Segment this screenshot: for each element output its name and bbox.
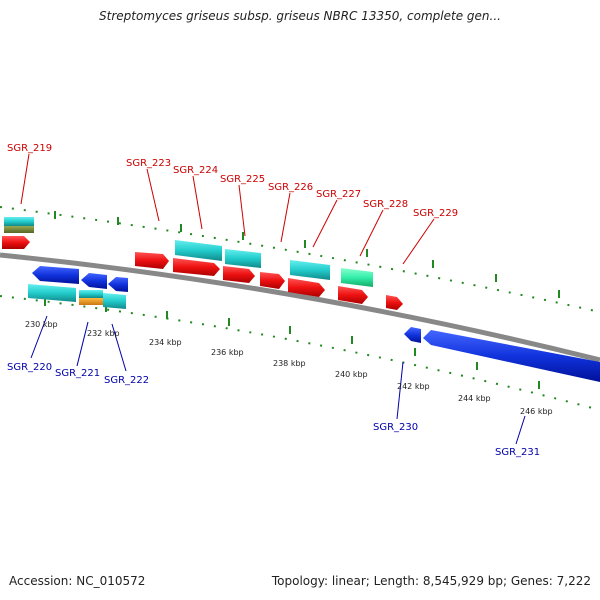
feature-cyan-224[interactable]	[175, 240, 222, 261]
label-sgr-226: SGR_226	[268, 182, 313, 193]
scale-label-238: 238 kbp	[273, 359, 306, 368]
scale-label-240: 240 kbp	[335, 370, 368, 379]
label-sgr-220: SGR_220	[7, 362, 52, 373]
gene-sgr-220[interactable]	[32, 266, 79, 284]
label-sgr-219: SGR_219	[7, 143, 52, 154]
label-sgr-223: SGR_223	[126, 158, 171, 169]
gene-sgr-229[interactable]	[386, 295, 403, 310]
label-sgr-222: SGR_222	[104, 375, 149, 386]
feature-teal-228[interactable]	[341, 268, 373, 287]
reverse-features[interactable]	[28, 284, 126, 309]
scale-label-234: 234 kbp	[149, 338, 182, 347]
scale-labels: 230 kbp 232 kbp 234 kbp 236 kbp 238 kbp …	[25, 320, 553, 416]
genome-backbone	[0, 252, 600, 363]
label-sgr-225: SGR_225	[220, 174, 265, 185]
gene-sgr-219[interactable]	[2, 236, 30, 249]
forward-gene-labels: SGR_219 SGR_223 SGR_224 SGR_225 SGR_226 …	[7, 143, 458, 219]
feature-cyan-225[interactable]	[225, 249, 261, 268]
reverse-label-leaders	[30, 315, 526, 445]
gene-sgr-223[interactable]	[135, 252, 169, 269]
genome-summary: Topology: linear; Length: 8,545,929 bp; …	[271, 574, 591, 588]
gene-sgr-221[interactable]	[81, 273, 107, 289]
reverse-gene-labels: SGR_220 SGR_221 SGR_222 SGR_230 SGR_231	[7, 362, 540, 458]
genome-title: Streptomyces griseus subsp. griseus NBRC…	[99, 9, 501, 23]
gene-sgr-224[interactable]	[173, 258, 220, 276]
gene-sgr-222[interactable]	[108, 277, 128, 292]
label-sgr-229: SGR_229	[413, 208, 458, 219]
reverse-tick-track	[0, 295, 600, 411]
gene-sgr-228[interactable]	[338, 286, 368, 304]
forward-major-ticks	[54, 211, 560, 298]
gene-sgr-230[interactable]	[404, 327, 421, 343]
feature-olive-219b[interactable]	[4, 226, 34, 233]
forward-features[interactable]	[4, 217, 373, 287]
scale-label-244: 244 kbp	[458, 394, 491, 403]
scale-label-230: 230 kbp	[25, 320, 58, 329]
feature-cyan-220[interactable]	[28, 284, 76, 302]
scale-label-236: 236 kbp	[211, 348, 244, 357]
label-sgr-228: SGR_228	[363, 199, 408, 210]
scale-label-246: 246 kbp	[520, 407, 553, 416]
label-sgr-230: SGR_230	[373, 422, 418, 433]
feature-orange-221[interactable]	[79, 298, 103, 305]
label-sgr-227: SGR_227	[316, 189, 361, 200]
feature-cyan-219a[interactable]	[4, 217, 34, 226]
scale-label-242: 242 kbp	[397, 382, 430, 391]
scale-label-232: 232 kbp	[87, 329, 120, 338]
forward-label-leaders	[20, 153, 435, 265]
gene-sgr-225[interactable]	[223, 266, 255, 283]
feature-cyan-221[interactable]	[79, 290, 103, 298]
gene-sgr-226[interactable]	[260, 272, 285, 289]
label-sgr-231: SGR_231	[495, 447, 540, 458]
forward-tick-track	[0, 206, 600, 313]
feature-cyan-227[interactable]	[290, 260, 330, 280]
accession-label: Accession: NC_010572	[9, 574, 146, 588]
feature-cyan-222[interactable]	[103, 293, 126, 309]
forward-genes[interactable]	[2, 236, 403, 310]
label-sgr-221: SGR_221	[55, 368, 100, 379]
label-sgr-224: SGR_224	[173, 165, 218, 176]
gene-sgr-231[interactable]	[423, 330, 600, 382]
reverse-genes[interactable]	[32, 266, 600, 382]
gene-sgr-227[interactable]	[288, 278, 325, 297]
